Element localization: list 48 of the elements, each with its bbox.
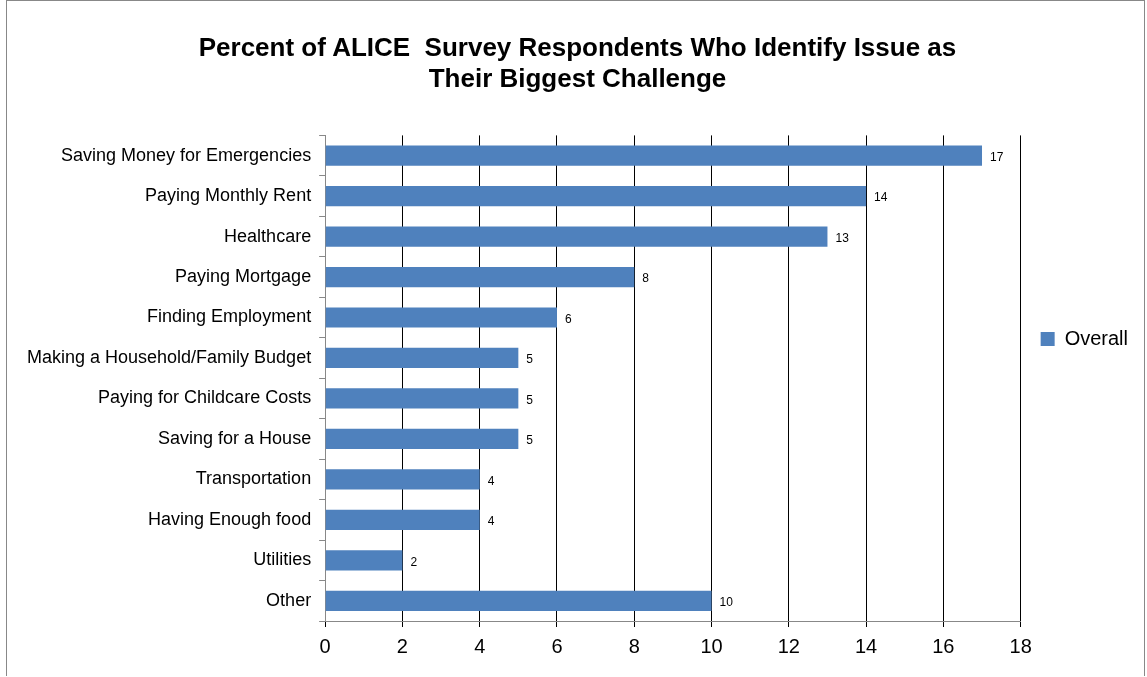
bar	[325, 388, 519, 409]
x-tick-label: 10	[700, 634, 723, 657]
x-tick-label: 14	[854, 634, 878, 657]
data-label: 6	[564, 311, 572, 326]
data-label: 13	[835, 230, 850, 245]
bar	[325, 307, 557, 328]
data-label: 4	[487, 473, 495, 488]
x-tick-label: 18	[1009, 634, 1032, 657]
y-tick-label: Saving Money for Emergencies	[61, 144, 312, 165]
bar	[325, 590, 712, 611]
data-label: 5	[526, 433, 534, 448]
y-tick-label: Paying Mortgage	[175, 266, 312, 286]
x-tick-label: 6	[551, 634, 563, 657]
bar	[325, 347, 519, 369]
y-tick-label: Paying for Childcare Costs	[98, 387, 312, 408]
data-label: 5	[526, 392, 534, 407]
chart-title: Percent of ALICE Survey Respondents Who Identify Issue as Their Biggest Challenge	[198, 31, 957, 93]
data-label: 8	[642, 271, 650, 286]
bar	[325, 145, 983, 166]
y-tick-label: Paying Monthly Rent	[145, 185, 312, 206]
data-label: 14	[874, 190, 888, 205]
y-tick-label: Finding Employment	[147, 306, 312, 327]
legend-label: Overall	[1064, 326, 1129, 349]
bar	[325, 185, 867, 207]
x-tick-label: 4	[474, 634, 486, 657]
data-label: 5	[526, 352, 534, 367]
y-tick-label: Making a Household/Family Budget	[26, 346, 312, 367]
x-tick-label: 8	[628, 634, 640, 657]
data-label: 10	[719, 595, 734, 610]
bar	[325, 509, 480, 530]
data-label: 4	[487, 514, 495, 529]
data-label: 17	[990, 149, 1004, 164]
y-tick-label: Transportation	[195, 468, 312, 489]
bar	[325, 550, 403, 571]
y-tick-label: Saving for a House	[158, 427, 312, 448]
bar	[325, 428, 519, 450]
y-tick-label: Healthcare	[224, 225, 312, 246]
data-label: 2	[410, 554, 418, 569]
bar	[325, 226, 828, 247]
bar	[325, 469, 480, 490]
y-tick-label: Other	[266, 589, 312, 610]
bar	[325, 266, 635, 288]
y-tick-label: Having Enough food	[148, 508, 312, 529]
y-tick-label: Utilities	[253, 549, 312, 570]
x-tick-label: 16	[932, 634, 955, 657]
x-tick-label: 0	[319, 634, 331, 657]
x-tick-label: 2	[396, 634, 408, 657]
x-tick-label: 12	[777, 634, 800, 657]
